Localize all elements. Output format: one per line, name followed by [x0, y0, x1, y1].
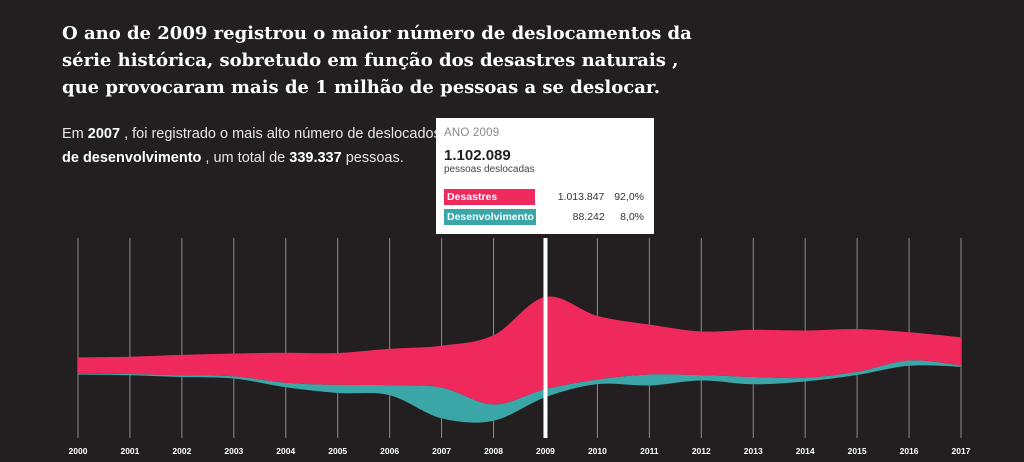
tick-label-2001: 2001 [120, 446, 139, 456]
tooltip-year: ANO 2009 [444, 127, 500, 139]
tooltip-row-desenvolvimento: Desenvolvimento 88.242 8,0% [444, 209, 644, 225]
x-axis-tick-labels: 2000 2001 2002 2003 2004 2005 2006 2007 2008 2009… [69, 446, 971, 456]
headline: O ano de 2009 registrou o maior número d… [62, 23, 692, 98]
tick-label-2000: 2000 [69, 446, 88, 456]
tick-label-2004: 2004 [276, 446, 295, 456]
tooltip-badge-desastres: Desastres [444, 189, 536, 205]
tooltip-value-desastres: 1.013.847 [557, 191, 605, 203]
tick-label-2012: 2012 [692, 446, 711, 456]
tick-label-2002: 2002 [172, 446, 191, 456]
highlight-category: de desenvolvimento [62, 150, 202, 166]
tick-label-2005: 2005 [328, 446, 347, 456]
tick-label-2010: 2010 [588, 446, 607, 456]
tooltip-row-desastres: Desastres 1.013.847 92,0% [444, 189, 644, 205]
tick-label-2016: 2016 [900, 446, 919, 456]
summary-text: Em 2007 , foi registrado o mais alto núm… [62, 126, 441, 166]
highlight-total: 339.337 [289, 150, 342, 166]
tooltip-pct-desenvolvimento: 8,0% [620, 211, 644, 223]
tick-label-2017: 2017 [952, 446, 971, 456]
tooltip-pct-desastres: 92,0% [614, 191, 644, 203]
highlight-year: 2007 [87, 126, 121, 142]
series-area-desastres[interactable] [78, 296, 961, 405]
tooltip-value-desenvolvimento: 88.242 [572, 211, 605, 223]
tick-label-2009: 2009 [536, 446, 555, 456]
tick-label-2015: 2015 [848, 446, 867, 456]
tick-label-2007: 2007 [432, 446, 451, 456]
tooltip-caption: pessoas deslocadas [444, 164, 535, 175]
tick-label-2011: 2011 [640, 446, 659, 456]
tick-label-2006: 2006 [380, 446, 399, 456]
tick-label-2003: 2003 [224, 446, 243, 456]
tick-label-2014: 2014 [796, 446, 815, 456]
tick-label-2008: 2008 [484, 446, 503, 456]
tick-label-2013: 2013 [744, 446, 763, 456]
year-tooltip: ANO 2009 1.102.089 pessoas deslocadas De… [436, 118, 654, 234]
tooltip-badge-desenvolvimento: Desenvolvimento [444, 209, 536, 225]
tooltip-total: 1.102.089 [444, 147, 511, 164]
